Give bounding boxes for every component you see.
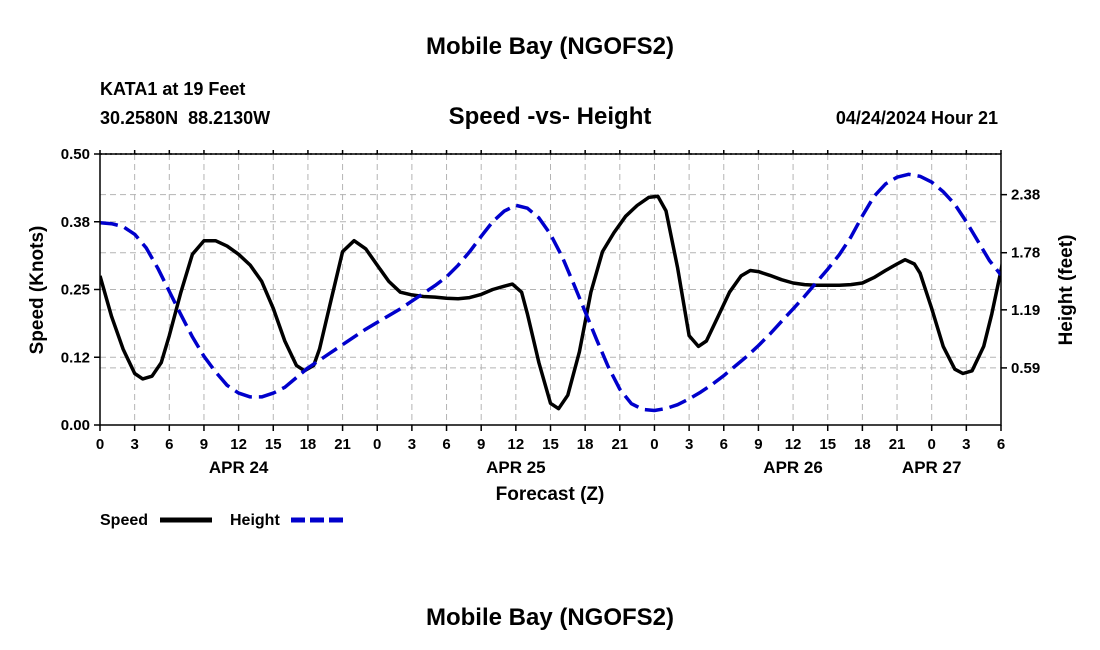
y-left-tick-label: 0.50	[61, 146, 90, 163]
x-tick-label: 0	[96, 436, 104, 453]
legend-speed-label: Speed	[100, 512, 148, 529]
x-tick-label: 12	[230, 436, 247, 453]
page-title: Mobile Bay (NGOFS2)	[426, 33, 674, 60]
x-tick-label: 3	[408, 436, 416, 453]
x-tick-label: 21	[889, 436, 906, 453]
x-tick-label: 12	[508, 436, 525, 453]
legend: Speed Height	[100, 512, 343, 529]
y-axis-right-label: Height (feet)	[1056, 235, 1077, 346]
series-line-speed	[100, 194, 1001, 411]
x-tick-label: 3	[962, 436, 970, 453]
chart-title: Speed -vs- Height	[449, 103, 652, 130]
x-tick-label: 21	[611, 436, 628, 453]
grid-lines	[100, 153, 1001, 425]
plot-lines	[100, 172, 1001, 413]
day-label: APR 26	[763, 458, 823, 477]
y-axis-right: 0.59 1.19 1.78 2.38	[1001, 187, 1040, 377]
x-tick-label: 18	[854, 436, 871, 453]
series-line-height	[100, 172, 1001, 413]
x-tick-label: 9	[477, 436, 485, 453]
timestamp-label: 04/24/2024 Hour 21	[836, 108, 998, 128]
x-tick-label: 6	[165, 436, 173, 453]
x-tick-label: 9	[200, 436, 208, 453]
x-tick-label: 0	[928, 436, 936, 453]
day-label: APR 27	[902, 458, 962, 477]
x-tick-label: 18	[577, 436, 594, 453]
x-tick-label: 15	[819, 436, 836, 453]
x-tick-label: 21	[334, 436, 351, 453]
y-right-tick-label: 2.38	[1011, 187, 1040, 204]
x-tick-label: 15	[265, 436, 282, 453]
x-tick-label: 6	[720, 436, 728, 453]
x-tick-label: 9	[754, 436, 762, 453]
coordinates-label: 30.2580N 88.2130W	[100, 108, 270, 128]
x-axis: 0 3 6 9 12 15 18 21 0 3 6 9 12 15 18 21 0 3 6 9 12 15 18 21 0 3 6	[96, 150, 1005, 453]
y-right-tick-label: 0.59	[1011, 360, 1040, 377]
day-label: APR 24	[209, 458, 269, 477]
x-tick-label: 6	[997, 436, 1005, 453]
y-left-tick-label: 0.12	[61, 349, 90, 366]
day-labels: APR 24 APR 25 APR 26 APR 27	[209, 458, 962, 477]
x-tick-label: 0	[373, 436, 381, 453]
x-tick-label: 12	[785, 436, 802, 453]
x-tick-label: 18	[300, 436, 317, 453]
y-axis-left-label: Speed (Knots)	[27, 226, 48, 355]
y-right-tick-label: 1.19	[1011, 302, 1040, 319]
x-tick-label: 3	[685, 436, 693, 453]
x-tick-label: 6	[442, 436, 450, 453]
station-label: KATA1 at 19 Feet	[100, 79, 245, 99]
footer-title: Mobile Bay (NGOFS2)	[426, 604, 674, 631]
y-axis-left: 0.00 0.12 0.25 0.38 0.50	[61, 146, 100, 434]
x-tick-label: 15	[542, 436, 559, 453]
x-tick-label: 3	[130, 436, 138, 453]
day-label: APR 25	[486, 458, 546, 477]
y-right-tick-label: 1.78	[1011, 245, 1040, 262]
y-left-tick-label: 0.25	[61, 282, 90, 299]
x-tick-label: 0	[650, 436, 658, 453]
legend-height-label: Height	[230, 512, 280, 529]
y-left-tick-label: 0.00	[61, 417, 90, 434]
x-axis-label: Forecast (Z)	[496, 484, 605, 505]
y-left-tick-label: 0.38	[61, 214, 90, 231]
